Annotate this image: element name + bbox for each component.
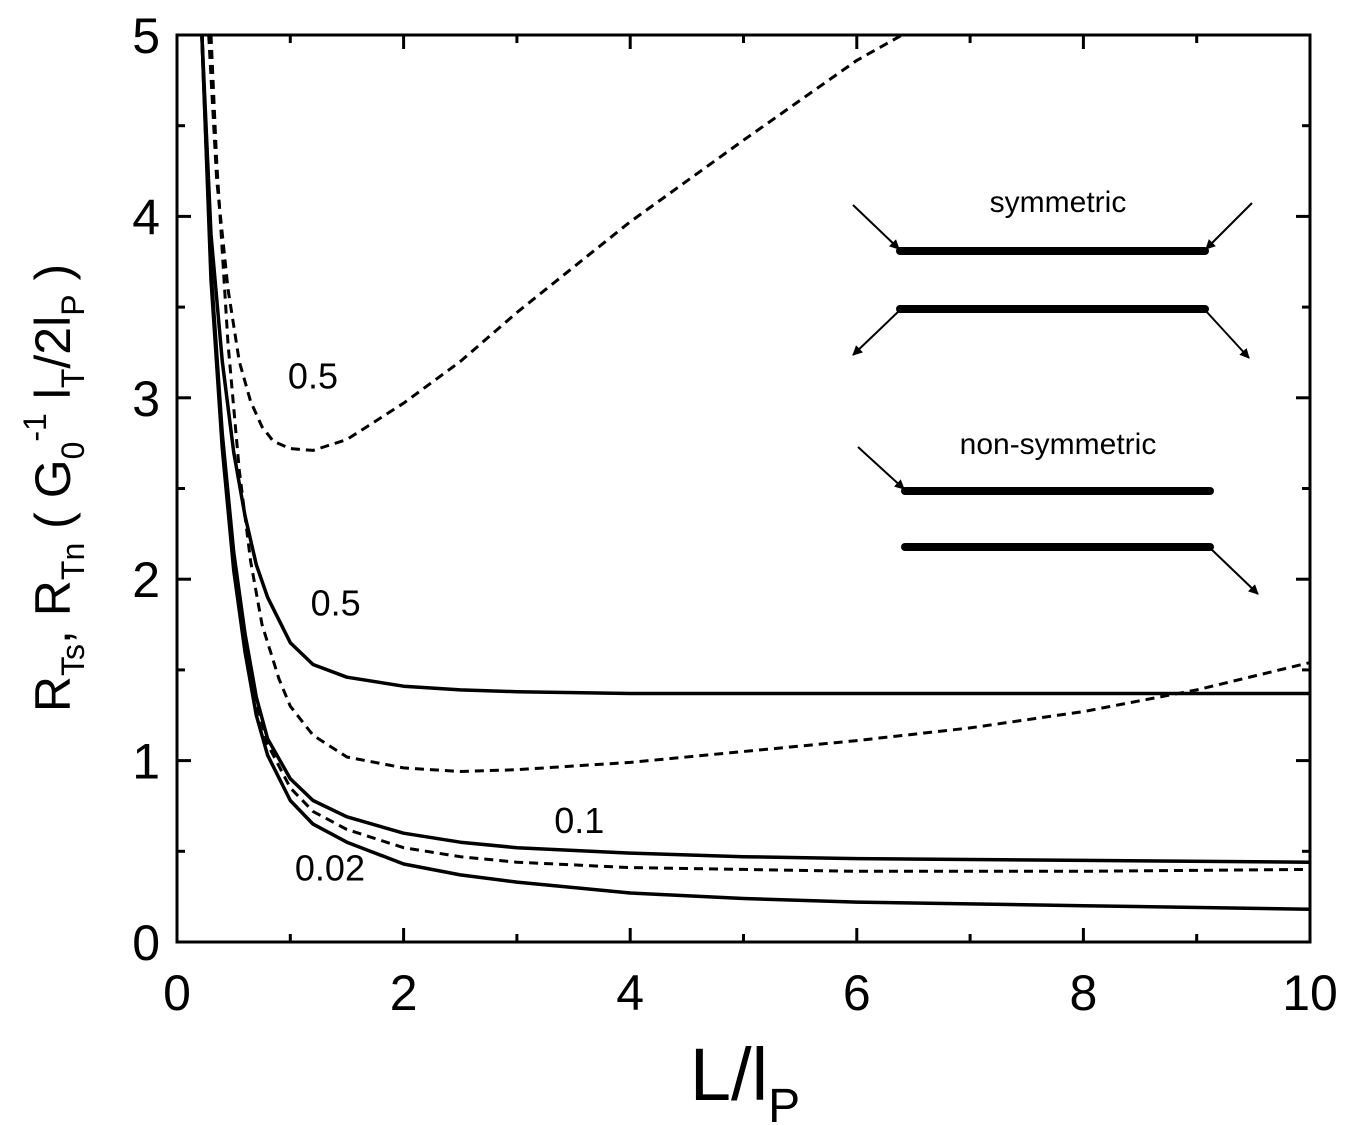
inset-schematic: symmetric non-symmetric <box>852 186 1259 595</box>
y-axis-title-part-11: ) <box>25 264 81 295</box>
y-axis-title-part-7: l <box>25 388 81 413</box>
inset-arrow-in-left <box>852 204 900 250</box>
x-axis-title-sub: P <box>768 1080 800 1125</box>
y-tick-label: 5 <box>132 8 160 64</box>
x-axis-title: L/lP <box>690 1033 800 1125</box>
y-axis-title-part-9: /2l <box>25 316 81 369</box>
y-tick-label: 0 <box>132 915 160 971</box>
x-tick-label: 6 <box>843 965 871 1021</box>
x-tick-label: 8 <box>1069 965 1097 1021</box>
x-tick-label: 10 <box>1282 965 1338 1021</box>
curve-label: 0.02 <box>295 847 365 888</box>
curve-group <box>200 33 1311 912</box>
annotation-group: 0.5 0.5 0.1 0.02 <box>288 356 604 889</box>
y-tick-label: 3 <box>132 371 160 427</box>
y-axis-title-part-10: P <box>55 294 91 315</box>
y-axis-title: RTs, RTn ( G0-1 lT/2lP ) <box>17 264 91 712</box>
x-axis-title-main: L/l <box>690 1033 768 1116</box>
curve-label: 0.5 <box>288 356 338 397</box>
y-tick-label: 2 <box>132 552 160 608</box>
x-tick-label: 4 <box>616 965 644 1021</box>
curve-label: 0.5 <box>311 582 361 623</box>
series-0-solid-line <box>200 34 1310 696</box>
y-axis-title-part-2: , R <box>25 580 81 644</box>
x-tick-label: 2 <box>390 965 418 1021</box>
y-axis-title-part-8: T <box>55 369 91 389</box>
y-tick-label: 1 <box>132 734 160 790</box>
inset-arrow-in-right <box>1205 202 1253 250</box>
x-tick-label: 0 <box>163 965 191 1021</box>
inset-arrow-out-right-2 <box>1209 547 1259 595</box>
y-tick-label: 4 <box>132 189 160 245</box>
inset-arrow-out-right <box>1204 309 1250 359</box>
tick-group: 0 2 4 6 8 10 0 1 2 3 4 5 <box>132 8 1338 1021</box>
y-axis-title-part-1: Ts <box>55 644 91 676</box>
inset-arrow-out-left <box>852 309 901 356</box>
series-2-solid-line <box>200 34 1311 912</box>
series-4-dashed-line <box>209 34 1311 773</box>
y-axis-title-part-4: ( G <box>25 459 81 542</box>
y-axis-title-part-0: R <box>25 676 81 712</box>
series-5-dashed-line <box>200 34 1311 873</box>
series-3-dashed-line <box>207 33 903 452</box>
y-axis-title-part-3: Tn <box>55 543 91 580</box>
inset-symmetric-label: symmetric <box>990 186 1127 219</box>
curve-label: 0.1 <box>554 800 604 841</box>
inset-arrow-in-left-2 <box>857 446 905 490</box>
y-axis-title-part-6: -1 <box>17 413 53 441</box>
inset-non-symmetric-label: non-symmetric <box>960 428 1157 461</box>
y-axis-title-part-5: 0 <box>55 442 91 460</box>
